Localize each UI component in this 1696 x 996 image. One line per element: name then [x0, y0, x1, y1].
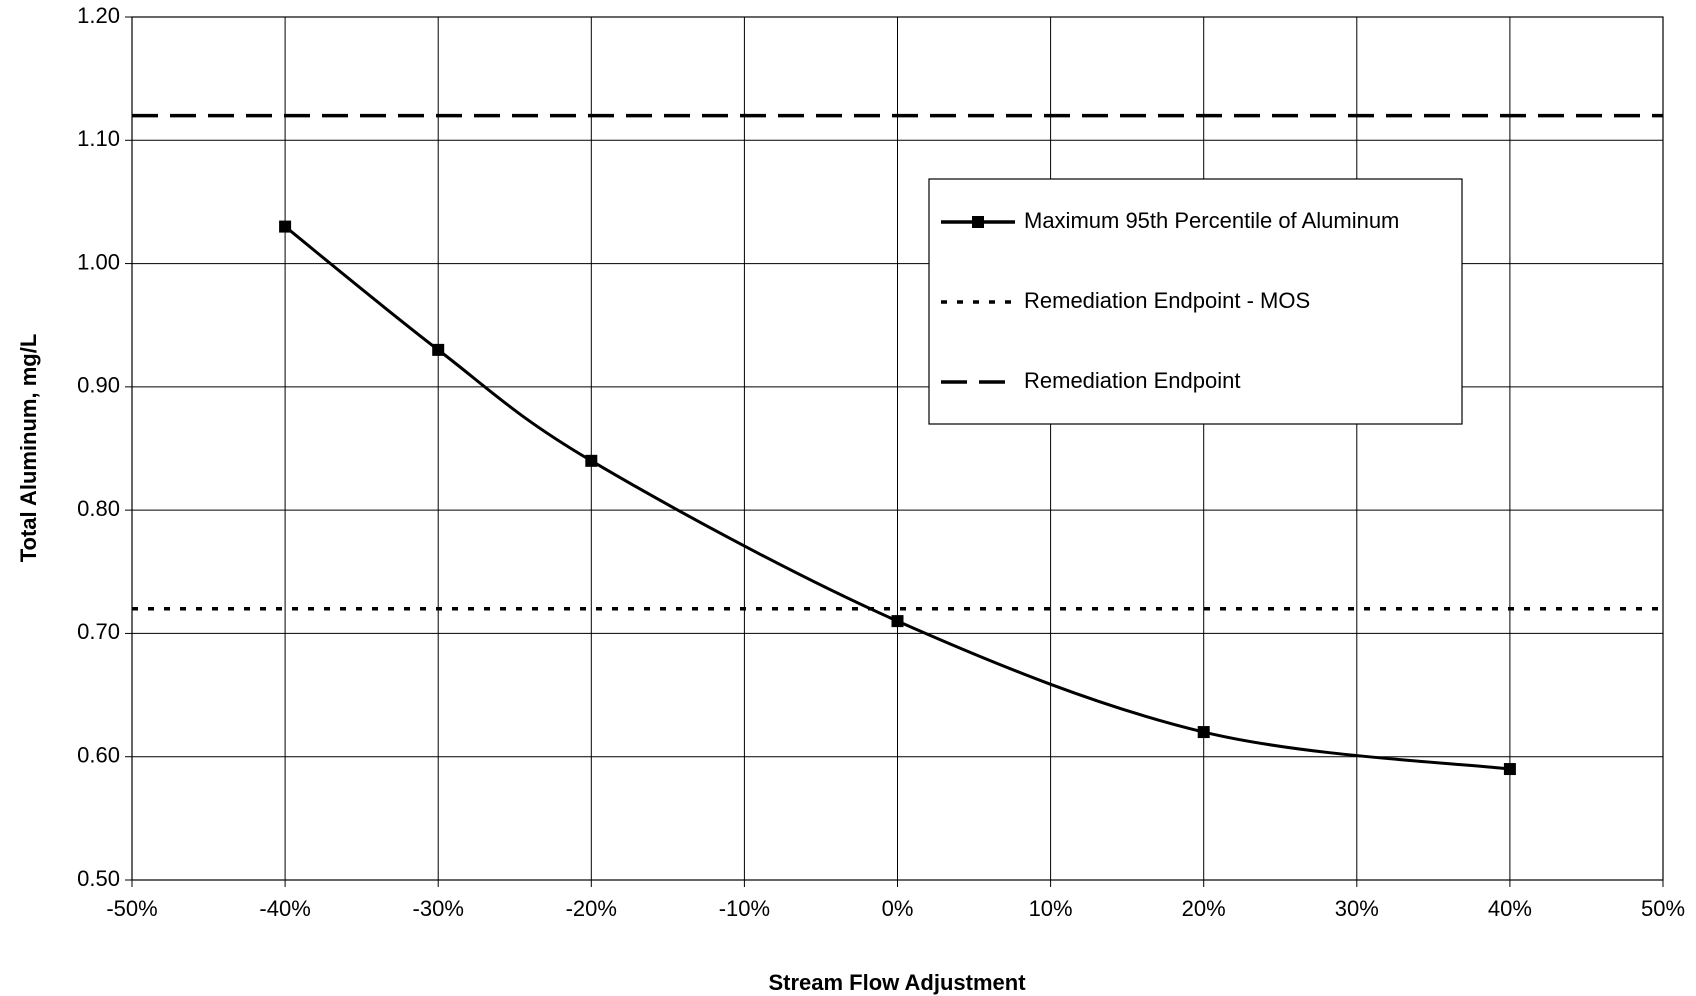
- legend-label: Remediation Endpoint - MOS: [1024, 288, 1310, 313]
- marker: [432, 343, 445, 356]
- x-tick-label: -10%: [719, 896, 770, 921]
- x-tick-label: -50%: [106, 896, 157, 921]
- x-tick-label: -40%: [259, 896, 310, 921]
- legend-label: Remediation Endpoint: [1024, 368, 1240, 393]
- y-axis-label: Total Aluminum, mg/L: [16, 334, 41, 563]
- x-tick-label: -20%: [566, 896, 617, 921]
- y-tick-label: 0.60: [77, 743, 120, 768]
- x-tick-label: 50%: [1641, 896, 1685, 921]
- y-tick-label: 0.80: [77, 496, 120, 521]
- marker: [1503, 763, 1516, 776]
- y-tick-label: 0.50: [77, 866, 120, 891]
- y-tick-label: 1.10: [77, 126, 120, 151]
- x-tick-label: -30%: [413, 896, 464, 921]
- y-tick-label: 1.00: [77, 249, 120, 274]
- legend-marker: [972, 216, 984, 228]
- marker: [891, 615, 904, 628]
- x-tick-label: 0%: [882, 896, 914, 921]
- marker: [585, 454, 598, 467]
- legend-box: [928, 178, 1463, 425]
- marker: [1197, 726, 1210, 739]
- x-tick-label: 30%: [1335, 896, 1379, 921]
- legend-label: Maximum 95th Percentile of Aluminum: [1024, 208, 1399, 233]
- x-axis-label: Stream Flow Adjustment: [768, 970, 1026, 995]
- x-tick-label: 20%: [1182, 896, 1226, 921]
- y-tick-label: 0.90: [77, 373, 120, 398]
- y-tick-label: 1.20: [77, 3, 120, 28]
- y-tick-label: 0.70: [77, 619, 120, 644]
- x-tick-label: 10%: [1029, 896, 1073, 921]
- x-tick-label: 40%: [1488, 896, 1532, 921]
- marker: [279, 220, 292, 233]
